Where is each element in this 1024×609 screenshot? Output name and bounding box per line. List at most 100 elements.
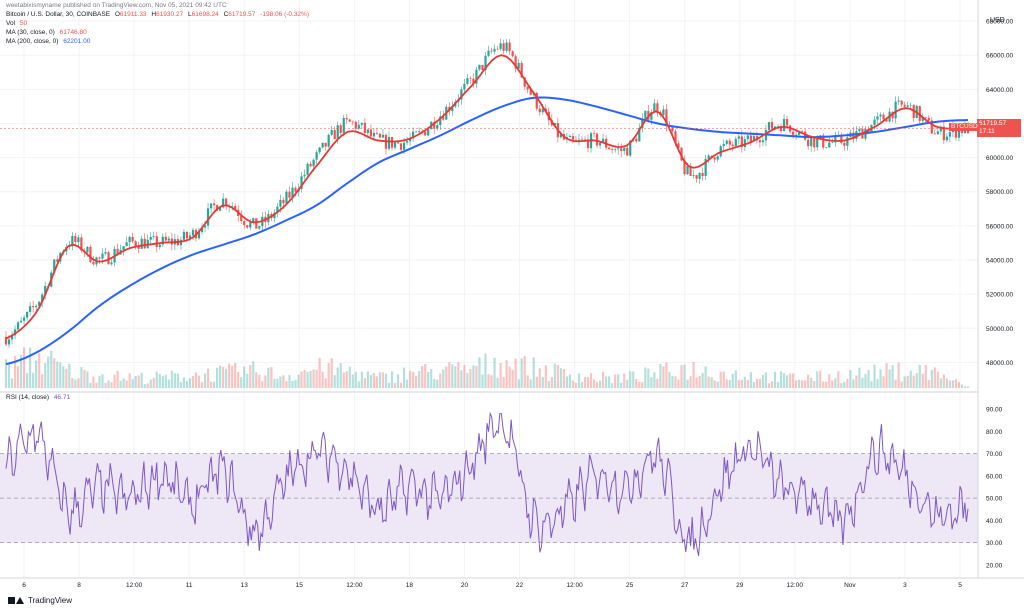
candle-body <box>511 51 514 57</box>
candle-body <box>707 155 710 159</box>
volume-bar <box>279 376 282 388</box>
volume-bar <box>526 375 529 388</box>
candle-body <box>653 103 656 113</box>
price-tick-label: 66000.00 <box>986 53 1013 60</box>
volume-bar <box>393 383 397 388</box>
ma30-legend[interactable]: MA (30, close, 0) 61746.80 <box>6 29 90 37</box>
volume-bar <box>568 374 572 388</box>
candle-body <box>433 121 436 129</box>
volume-bar <box>746 379 749 388</box>
volume-bar <box>418 371 421 388</box>
candle-body <box>200 227 204 233</box>
volume-bar <box>68 363 71 388</box>
candle-body <box>360 122 363 125</box>
candle-body <box>644 110 647 119</box>
volume-bar <box>779 371 783 388</box>
candle-body <box>791 131 795 135</box>
candle-body <box>381 134 385 138</box>
candle-body <box>924 117 927 118</box>
volume-bar <box>644 367 647 388</box>
volume-bar <box>942 374 945 388</box>
candle-body <box>608 147 611 150</box>
volume-bar <box>725 379 728 388</box>
volume-bar <box>10 378 14 388</box>
volume-bar <box>65 368 68 388</box>
volume-bar <box>155 371 158 388</box>
candle-body <box>143 238 146 249</box>
volume-bar <box>755 378 759 388</box>
candle-body <box>7 339 11 345</box>
candle-body <box>882 114 885 120</box>
candle-body <box>212 203 216 206</box>
candle-body <box>303 174 306 177</box>
candle-body <box>74 236 77 243</box>
candle-body <box>16 322 20 330</box>
candle-body <box>4 336 8 345</box>
currency-label[interactable]: USD <box>990 17 1005 24</box>
footer-brand[interactable]: TradingView <box>8 594 72 606</box>
candle-body <box>894 101 897 119</box>
volume-bar <box>436 379 439 388</box>
volume-bar <box>342 372 345 388</box>
volume-bar <box>550 377 553 388</box>
volume-bar <box>209 381 213 388</box>
rsi-axis[interactable]: 90.00 80.00 70.00 60.00 50.00 40.00 30.00 20.00 <box>986 407 1003 570</box>
rsi-tick-label: 40.00 <box>986 518 1003 525</box>
candle-body <box>89 246 92 263</box>
volume-bar <box>225 368 228 388</box>
volume-bar <box>773 371 777 388</box>
candle-body <box>559 134 562 138</box>
volume-bar <box>701 372 704 388</box>
candle-body <box>300 176 303 189</box>
volume-bar <box>737 380 740 388</box>
candle-body <box>662 109 665 116</box>
candle-body <box>520 63 523 78</box>
candle-body <box>164 236 167 241</box>
volume-bar <box>921 373 924 388</box>
vol-legend[interactable]: Vol 50 <box>6 20 30 28</box>
price-axis[interactable]: 68000.0066000.0064000.0062000.0060000.00… <box>986 19 1013 367</box>
volume-bar <box>758 378 762 388</box>
time-axis[interactable]: 6 8 12:00 11 13 15 12:00 18 20 22 12:00 25 27 29 12:00… <box>22 582 962 589</box>
volume-bar <box>197 375 201 388</box>
ohlc-change: -198.06 (-0.32%) <box>260 11 309 18</box>
ohlc-open: 61911.33 <box>119 11 147 18</box>
volume-bar <box>547 381 550 388</box>
volume-bar <box>4 359 8 388</box>
ma200-legend[interactable]: MA (200, close, 0) 62201.00 <box>6 38 93 46</box>
candle-body <box>825 147 828 148</box>
rsi-legend[interactable]: RSI (14, close) 46.71 <box>6 394 73 402</box>
candle-body <box>475 69 478 84</box>
volume-bar <box>565 376 569 388</box>
candle-body <box>351 121 354 123</box>
candle-body <box>418 131 421 133</box>
volume-bar <box>683 364 686 388</box>
volume-bar <box>41 374 44 388</box>
candle-body <box>834 135 837 143</box>
volume-bar <box>131 379 134 388</box>
candle-body <box>128 236 131 243</box>
candle-body <box>617 148 620 150</box>
candle-body <box>526 86 529 90</box>
symbol-title[interactable]: Bitcoin / U.S. Dollar, 30, COINBASE <box>6 11 111 18</box>
candle-body <box>405 141 409 143</box>
volume-bar <box>74 379 77 388</box>
volume-bar <box>770 381 774 388</box>
volume-bar <box>324 378 327 388</box>
candle-body <box>116 248 119 255</box>
volume-bar <box>749 372 752 388</box>
volume-bar <box>963 386 967 388</box>
volume-bar <box>632 371 635 388</box>
candle-body <box>592 133 596 134</box>
candle-body <box>312 159 315 167</box>
volume-bar <box>128 373 131 388</box>
volume-bar <box>89 382 92 388</box>
candle-body <box>98 257 101 259</box>
volume-bar <box>203 373 207 388</box>
volume-bar <box>463 365 466 388</box>
candle-body <box>185 231 189 239</box>
volume-bar <box>125 380 128 388</box>
volume-bar <box>656 378 659 388</box>
volume-bar <box>544 365 547 388</box>
candle-body <box>354 121 357 129</box>
